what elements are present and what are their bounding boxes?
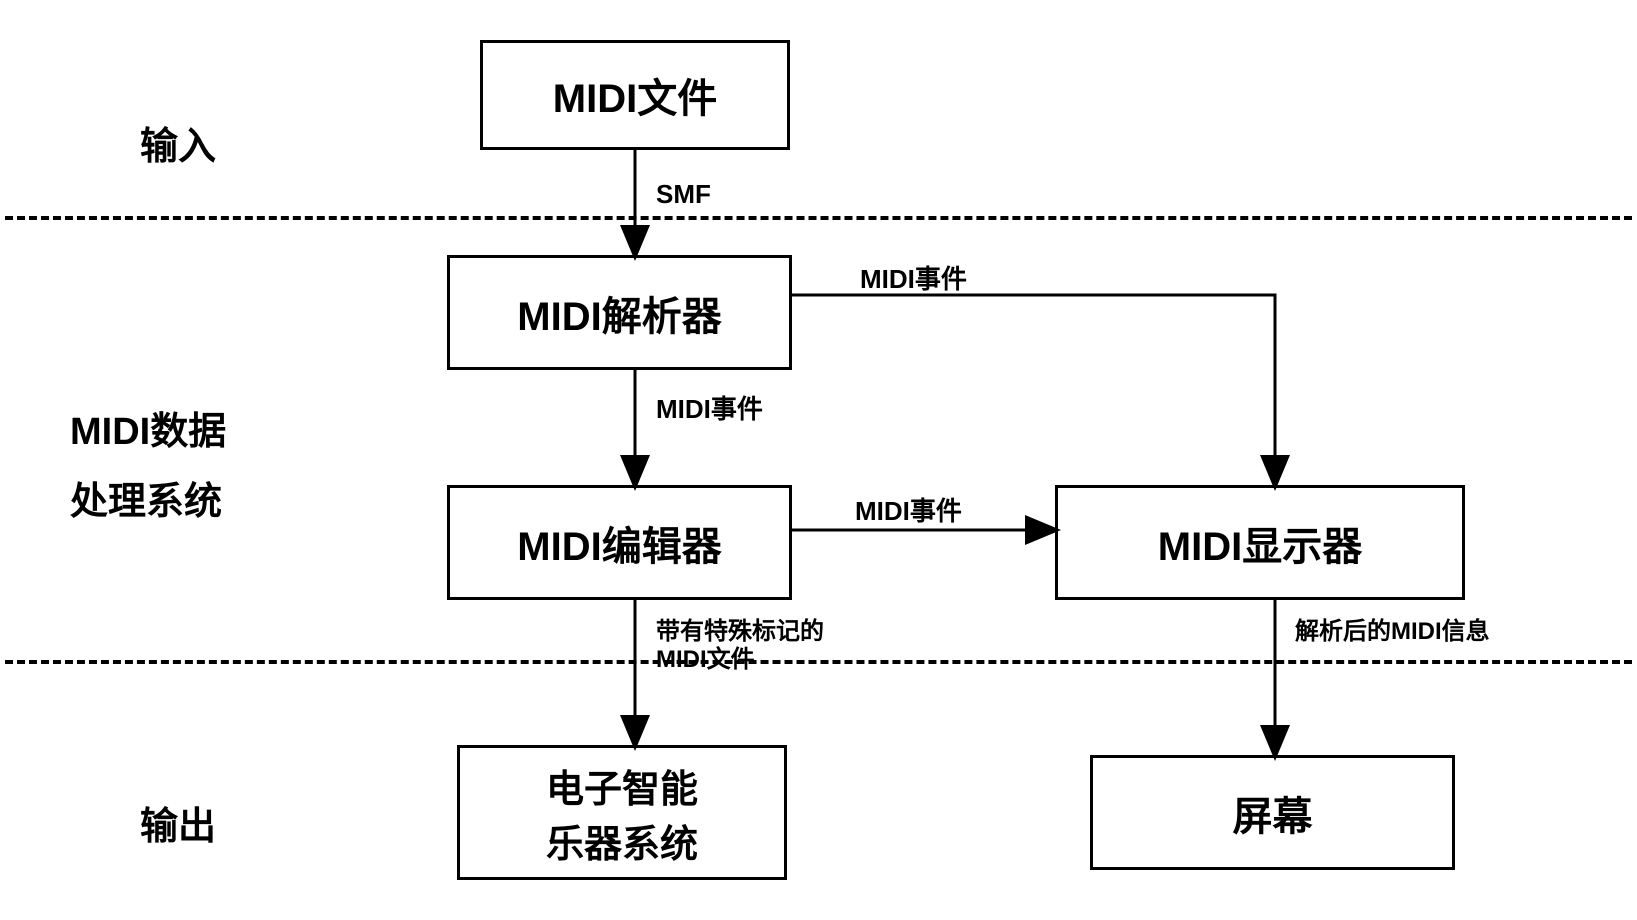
node-instrument: 电子智能乐器系统 (457, 745, 787, 880)
section-label-input: 输入 (140, 115, 216, 170)
divider-top (5, 216, 1632, 220)
edge-arrow-2 (792, 295, 1275, 485)
section-label-processing-2: 处理系统 (70, 470, 222, 525)
node-instrument-label: 电子智能乐器系统 (546, 758, 698, 868)
node-midi-editor-label: MIDI编辑器 (517, 514, 721, 572)
section-label-output: 输出 (140, 795, 216, 850)
node-midi-file-label: MIDI文件 (553, 66, 717, 124)
edge-label-0: SMF (656, 180, 711, 210)
node-midi-file: MIDI文件 (480, 40, 790, 150)
edge-label-2: MIDI事件 (860, 265, 967, 295)
node-midi-display-label: MIDI显示器 (1158, 514, 1362, 572)
section-label-processing-1: MIDI数据 (70, 400, 226, 455)
edge-label-3: MIDI事件 (855, 497, 962, 527)
node-midi-display: MIDI显示器 (1055, 485, 1465, 600)
edge-label-1: MIDI事件 (656, 395, 763, 425)
node-midi-editor: MIDI编辑器 (447, 485, 792, 600)
edge-label-5: 解析后的MIDI信息 (1295, 618, 1490, 646)
node-midi-parser: MIDI解析器 (447, 255, 792, 370)
node-screen: 屏幕 (1090, 755, 1455, 870)
node-screen-label: 屏幕 (1233, 784, 1313, 842)
node-midi-parser-label: MIDI解析器 (517, 284, 721, 342)
edge-label-4: 带有特殊标记的MIDI文件 (656, 618, 824, 673)
